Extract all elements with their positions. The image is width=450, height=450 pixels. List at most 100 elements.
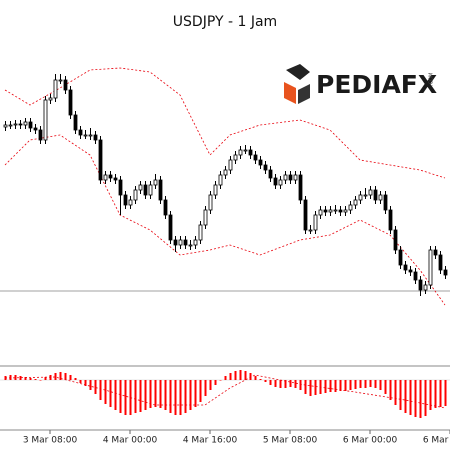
candle-body [408, 269, 413, 273]
histogram-bar [234, 371, 237, 380]
histogram-bar [154, 380, 157, 407]
histogram-bar [279, 380, 282, 388]
candle-body [63, 79, 68, 91]
candle-body [428, 249, 433, 286]
x-tick-label: 3 Mar 08:00 [23, 436, 78, 446]
candle-body [353, 199, 358, 206]
histogram-bar [334, 380, 337, 392]
candle-body [383, 194, 388, 211]
histogram-bar [349, 380, 352, 390]
histogram-bar [209, 380, 212, 390]
histogram-bar [389, 380, 392, 400]
candle-body [413, 271, 418, 281]
histogram-bar [164, 380, 167, 410]
histogram-bar [384, 380, 387, 394]
histogram-bar [24, 377, 27, 380]
candle-body [103, 174, 108, 181]
histogram-bar [379, 380, 382, 390]
candle-body [338, 209, 343, 213]
histogram-bar [219, 380, 222, 381]
histogram-bar [369, 380, 372, 387]
candle-body [73, 114, 78, 131]
histogram-bar [124, 380, 127, 415]
candle-body [238, 149, 243, 156]
candle-body [303, 199, 308, 231]
histogram-bar [144, 380, 147, 410]
candle-body [78, 129, 83, 136]
histogram-bar [324, 380, 327, 393]
histogram-bar [239, 370, 242, 380]
logo-icon [298, 84, 310, 104]
watermark-suffix: .COM [429, 73, 435, 86]
candle-body [403, 264, 408, 271]
histogram-bar [444, 380, 447, 406]
signal-line [4, 374, 446, 409]
candle-body [68, 89, 73, 116]
candle-body [423, 284, 428, 291]
histogram-bar [69, 375, 72, 380]
candle-body [333, 209, 338, 212]
candle-body [93, 134, 98, 141]
histogram-bar [39, 380, 42, 381]
candle-body [283, 174, 288, 181]
x-axis: 3 Mar 08:00 4 Mar 00:00 4 Mar 16:00 5 Mar 0… [23, 430, 450, 446]
x-tick-label: 4 Mar 16:00 [183, 436, 238, 446]
candle-body [343, 209, 348, 213]
candle-body [88, 134, 93, 137]
candle-body [218, 174, 223, 186]
histogram-bar [194, 380, 197, 407]
candle-body [193, 239, 198, 246]
candle-body [143, 184, 148, 196]
histogram-bar [99, 380, 102, 400]
candle-body [178, 239, 183, 246]
candle-body [183, 239, 188, 246]
candle-body [268, 169, 273, 179]
logo-icon [286, 64, 310, 80]
candle-body [243, 149, 248, 152]
histogram-bar [29, 378, 32, 380]
histogram-bar [94, 380, 97, 394]
candle-body [173, 239, 178, 246]
candle-body [258, 159, 263, 166]
histogram-bar [439, 380, 442, 407]
candle-body [18, 123, 23, 126]
histogram-bar [419, 380, 422, 418]
histogram-bar [364, 380, 367, 388]
candle-body [273, 177, 278, 186]
candle-body [8, 124, 13, 127]
histogram-bar [214, 380, 217, 385]
candle-body [123, 194, 128, 206]
histogram-bar [184, 380, 187, 413]
candle-body [363, 194, 368, 197]
price-pane [0, 67, 450, 306]
candle-body [208, 194, 213, 211]
histogram-bar [304, 380, 307, 394]
histogram-bar [179, 380, 182, 415]
candle-body [373, 189, 378, 201]
x-tick-label: 6 Mar 16:00 [423, 436, 450, 446]
candle-body [298, 174, 303, 201]
histogram-bar [84, 380, 87, 386]
candle-body [253, 154, 258, 161]
band-line [4, 67, 446, 179]
candle-body [288, 174, 293, 181]
histogram-bar [59, 372, 62, 380]
candle-body [418, 279, 423, 291]
candle-body [113, 177, 118, 181]
histogram-bar [14, 375, 17, 380]
x-tick-label: 6 Mar 00:00 [343, 436, 398, 446]
candle-body [328, 209, 333, 213]
candle-body [153, 179, 158, 186]
histogram-bar [139, 380, 142, 412]
histogram-bar [119, 380, 122, 413]
histogram-bar [199, 380, 202, 402]
histogram-bar [64, 373, 67, 380]
candle-body [23, 121, 28, 126]
histogram-bar [109, 380, 112, 407]
histogram-bar [79, 380, 82, 383]
histogram-bar [259, 379, 262, 380]
histogram-bar [424, 380, 427, 416]
